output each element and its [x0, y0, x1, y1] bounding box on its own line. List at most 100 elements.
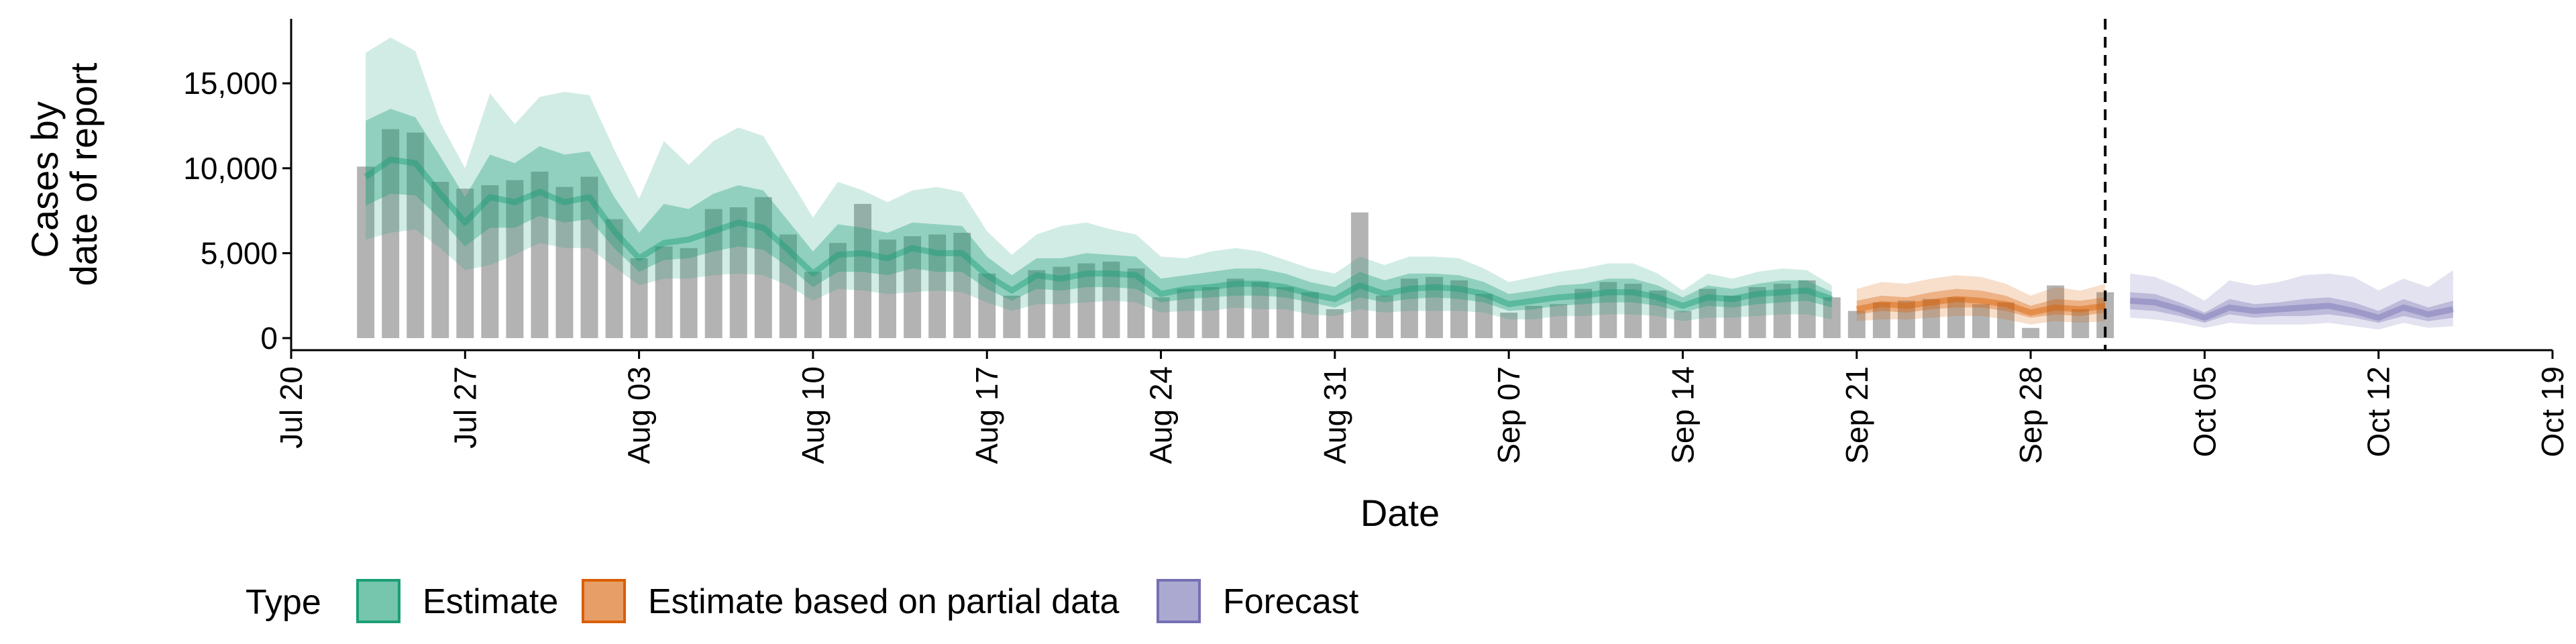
- x-tick-label-2020-08-31: Aug 31: [1318, 366, 1352, 464]
- y-tick-label-5000: 5,000: [201, 235, 278, 270]
- bar-2020-09-19: [1798, 280, 1816, 338]
- forecast-median-line: [2129, 297, 2454, 321]
- bar-2020-08-17: [978, 273, 996, 338]
- bar-2020-08-07: [729, 207, 747, 338]
- bar-2020-09-30: [2072, 309, 2090, 338]
- bar-2020-08-30: [1301, 292, 1319, 338]
- x-tick-label-2020-08-17: Aug 17: [969, 366, 1004, 464]
- bar-2020-07-23: [357, 166, 375, 338]
- bar-2020-09-28: [2022, 327, 2040, 338]
- bar-2020-08-12: [854, 203, 871, 338]
- legend-label-forecast: Forecast: [1223, 582, 1359, 621]
- bar-2020-09-17: [1748, 287, 1766, 338]
- bar-2020-07-24: [382, 129, 400, 338]
- bar-2020-07-27: [456, 189, 474, 338]
- bar-2020-08-26: [1201, 287, 1220, 338]
- y-axis-title-line-1: Cases by: [23, 101, 66, 258]
- bar-2020-08-16: [953, 233, 971, 338]
- bar-2020-08-21: [1077, 263, 1095, 338]
- bar-2020-07-30: [531, 171, 549, 338]
- bar-2020-08-03: [630, 258, 648, 338]
- estimate-band-50: [366, 109, 1832, 313]
- y-axis-title-line-2: date of report: [62, 62, 105, 286]
- bar-2020-08-09: [779, 234, 797, 338]
- x-tick-label-2020-10-05: Oct 05: [2187, 366, 2222, 458]
- bar-2020-09-22: [1872, 302, 1890, 338]
- x-tick-label-2020-09-28: Sep 28: [2013, 366, 2048, 464]
- bar-2020-07-29: [506, 180, 524, 338]
- legend: Type Estimate Estimate based on partial d…: [246, 579, 1359, 623]
- estimate-based-on-partial-data-median-line: [1856, 296, 2106, 316]
- bar-2020-08-11: [829, 243, 847, 338]
- bar-2020-08-25: [1177, 288, 1195, 338]
- bar-2020-08-31: [1326, 309, 1344, 338]
- x-tick-label-2020-09-14: Sep 14: [1665, 366, 1700, 464]
- bar-2020-08-02: [605, 219, 623, 338]
- estimate-ribbons: [364, 37, 2454, 330]
- bar-2020-09-08: [1525, 305, 1543, 338]
- bar-2020-09-15: [1699, 288, 1717, 338]
- bar-2020-09-13: [1649, 290, 1667, 338]
- bar-2020-09-25: [1947, 297, 1965, 338]
- bar-2020-09-05: [1450, 280, 1468, 338]
- bar-2020-09-26: [1972, 304, 1990, 338]
- x-tick-label-2020-08-03: Aug 03: [622, 366, 657, 464]
- x-tick-label-2020-10-12: Oct 12: [2361, 366, 2396, 458]
- legend-label-estimate: Estimate: [423, 582, 558, 621]
- bar-2020-08-05: [680, 248, 698, 338]
- bar-2020-08-24: [1152, 297, 1170, 338]
- legend-key-estimate-based-on-partial-data: [582, 579, 626, 623]
- bar-2020-09-07: [1500, 313, 1518, 338]
- reported-cases-bars: [357, 129, 2114, 339]
- estimate-median-line: [364, 156, 1833, 309]
- y-axis-title: Cases by date of report: [23, 62, 105, 286]
- bar-2020-08-22: [1102, 262, 1120, 338]
- chart-axes: 0 5,000 10,000 15,000 Jul 20 Jul 27 Aug 03 Aug …: [183, 19, 2570, 464]
- bar-2020-09-02: [1375, 295, 1393, 338]
- x-tick-label-2020-10-19: Oct 19: [2535, 366, 2570, 458]
- y-tick-label-0: 0: [260, 321, 278, 356]
- bar-2020-09-09: [1550, 304, 1568, 338]
- bar-2020-09-29: [2047, 285, 2065, 338]
- legend-title: Type: [246, 583, 321, 622]
- bar-2020-08-04: [655, 246, 673, 338]
- x-tick-label-2020-09-07: Sep 07: [1491, 366, 1526, 464]
- bar-2020-09-10: [1574, 288, 1593, 338]
- bar-2020-08-13: [879, 239, 897, 338]
- bar-2020-08-27: [1226, 278, 1244, 338]
- bar-2020-09-23: [1897, 301, 1915, 338]
- x-tick-label-2020-09-21: Sep 21: [1839, 366, 1874, 464]
- bar-2020-08-29: [1276, 287, 1294, 338]
- bar-2020-09-11: [1599, 282, 1617, 338]
- bar-2020-08-28: [1251, 282, 1269, 338]
- forecast-band-50: [2130, 292, 2453, 323]
- y-tick-label-15000: 15,000: [183, 66, 278, 101]
- legend-key-estimate: [356, 579, 400, 623]
- bar-2020-09-24: [1922, 299, 1940, 338]
- bar-2020-09-06: [1475, 294, 1493, 338]
- bar-2020-08-19: [1028, 270, 1046, 338]
- bar-2020-09-04: [1426, 276, 1443, 338]
- bar-2020-07-26: [431, 182, 449, 338]
- bar-2020-08-23: [1127, 268, 1145, 338]
- bar-2020-09-01: [1350, 212, 1368, 338]
- bar-2020-08-15: [928, 234, 947, 338]
- bar-2020-07-31: [555, 186, 574, 338]
- legend-label-estimate-based-on-partial-data: Estimate based on partial data: [648, 582, 1120, 621]
- x-tick-label-2020-08-10: Aug 10: [796, 366, 830, 464]
- bar-2020-09-21: [1847, 311, 1866, 338]
- estimate-band-90: [366, 37, 1832, 321]
- bar-2020-07-28: [481, 185, 499, 338]
- x-tick-label-2020-07-27: Jul 27: [447, 366, 482, 449]
- y-tick-label-10000: 10,000: [183, 151, 278, 186]
- bar-2020-08-18: [1003, 295, 1021, 338]
- bar-2020-08-20: [1053, 266, 1071, 338]
- x-tick-label-2020-08-24: Aug 24: [1144, 366, 1179, 464]
- legend-key-forecast: [1157, 579, 1201, 623]
- estimate-based-on-partial-data-band-50: [1856, 288, 2106, 318]
- estimate-based-on-partial-data-band-90: [1856, 275, 2106, 325]
- x-tick-label-2020-07-20: Jul 20: [274, 366, 309, 449]
- bar-2020-09-18: [1773, 283, 1791, 338]
- bar-2020-08-14: [904, 236, 922, 338]
